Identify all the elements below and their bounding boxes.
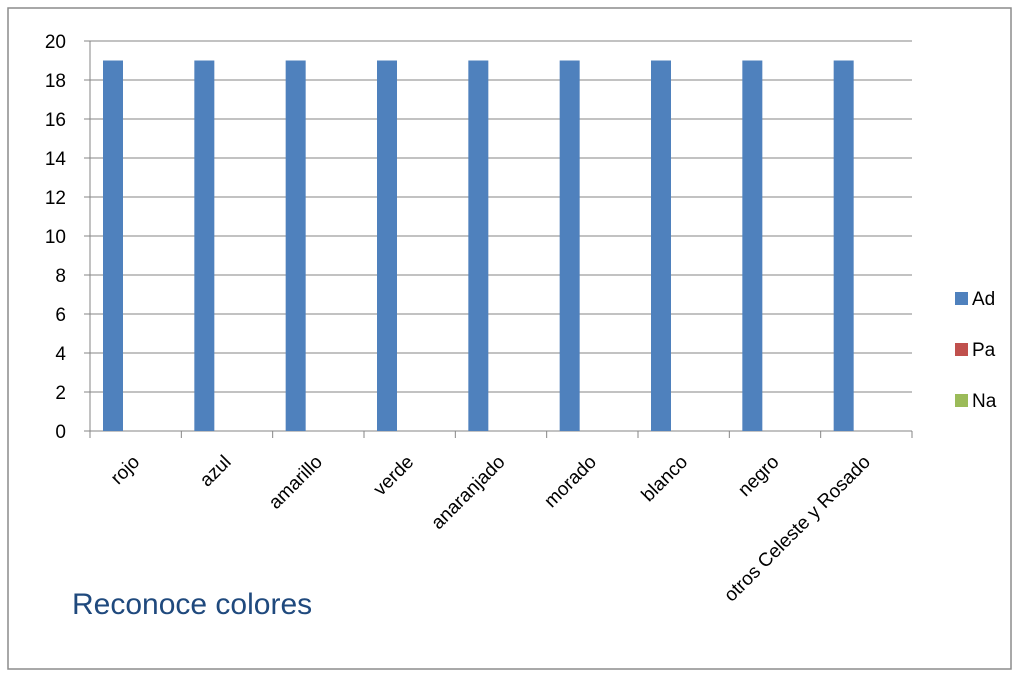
bar-ad-8 <box>833 60 854 431</box>
legend-label-ad: Ad <box>972 289 995 310</box>
bar-ad-2 <box>285 60 306 431</box>
y-tick-label: 8 <box>55 266 66 287</box>
y-tick-label: 2 <box>55 383 66 404</box>
legend-swatch-pa <box>955 343 968 356</box>
y-tick-label: 18 <box>45 71 66 92</box>
gridlines <box>90 40 912 393</box>
legend-swatch-na <box>955 394 968 407</box>
y-tick-label: 16 <box>45 110 66 131</box>
bar-ad-0 <box>103 60 123 431</box>
legend-label-na: Na <box>972 391 997 412</box>
chart-title: Reconoce colores <box>72 588 312 621</box>
bars <box>103 60 854 431</box>
legend: Ad Pa Na <box>955 289 997 412</box>
y-tick-labels: 0 2 4 6 8 10 12 14 16 18 20 <box>45 32 67 443</box>
legend-swatch-ad <box>955 292 968 305</box>
y-tick-label: 14 <box>45 149 67 170</box>
bar-ad-3 <box>377 60 397 431</box>
bar-ad-1 <box>194 60 215 431</box>
axes <box>84 40 913 438</box>
y-tick-label: 12 <box>45 188 66 209</box>
bar-ad-4 <box>468 60 489 431</box>
bar-ad-5 <box>559 60 580 431</box>
y-tick-label: 4 <box>55 344 66 365</box>
chart-border <box>7 7 1012 670</box>
bar-ad-6 <box>651 60 671 431</box>
y-tick-label: 20 <box>45 32 66 53</box>
y-tick-label: 10 <box>45 227 66 248</box>
y-tick-label: 6 <box>55 305 66 326</box>
legend-label-pa: Pa <box>972 340 996 361</box>
y-tick-label: 0 <box>55 422 66 443</box>
bar-ad-7 <box>742 60 763 431</box>
